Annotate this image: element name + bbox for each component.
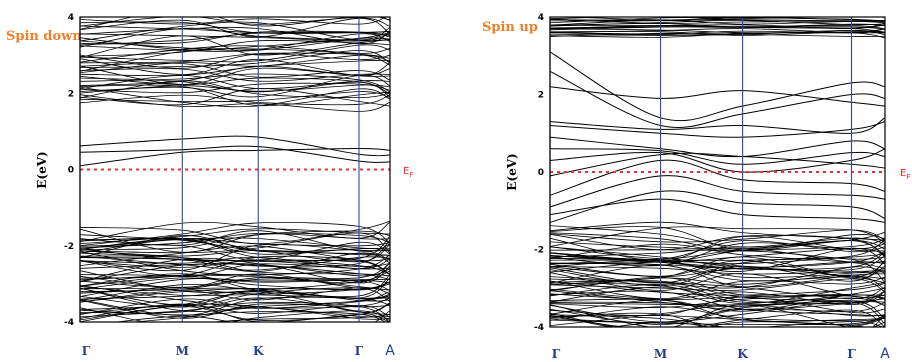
y-tick-label: 0 [68, 166, 74, 176]
band-line [550, 86, 885, 107]
spin-down-label: Spin down [6, 29, 82, 44]
kpoint-label-0: Γ [552, 347, 561, 361]
kpoint-label-4: A [880, 346, 890, 362]
y-tick-label: -2 [64, 242, 74, 252]
fermi-label-spin-down: EF [403, 166, 413, 179]
y-ticks-spin-down: -4 -2 0 2 4 [64, 13, 74, 328]
band-lines-spin-down [80, 17, 390, 322]
kpoint-label-1: M [654, 347, 667, 361]
band-line [550, 136, 885, 158]
kpoint-label-1: M [176, 344, 189, 358]
band-lines-spin-up [550, 17, 885, 327]
kpoint-label-3: Γ [355, 344, 364, 358]
y-tick-label: -4 [534, 323, 544, 333]
spin-up-panel: Spin up E(eV) -4 -2 0 2 4 Γ M K Γ A EF [482, 13, 910, 362]
fermi-label-spin-up: EF [900, 168, 910, 181]
spin-down-panel: Spin down E(eV) -4 -2 0 2 4 Γ M K Γ A EF [6, 13, 413, 359]
kpoint-label-2: K [737, 347, 748, 361]
y-tick-label: 4 [538, 13, 544, 23]
band-line [550, 121, 885, 138]
band-line [80, 94, 390, 106]
kpoint-label-3: Γ [847, 347, 856, 361]
y-tick-label: 2 [538, 91, 544, 101]
band-line [550, 314, 885, 327]
kpoint-label-0: Γ [82, 344, 91, 358]
y-tick-label: 4 [68, 13, 74, 23]
y-ticks-spin-up: -4 -2 0 2 4 [534, 13, 544, 333]
kpoint-label-2: K [253, 344, 264, 358]
plot-frame-spin-up [549, 16, 886, 328]
band-line [550, 148, 885, 165]
band-line [550, 287, 885, 312]
band-line [550, 175, 885, 208]
y-axis-label-spin-up: E(eV) [505, 153, 519, 190]
band-line [80, 35, 390, 58]
y-tick-label: -4 [64, 318, 74, 328]
y-tick-label: 2 [68, 89, 74, 99]
kpoint-label-4: A [385, 343, 395, 359]
band-line [550, 315, 884, 327]
band-line [550, 70, 885, 129]
plot-frame-spin-down [79, 16, 391, 323]
band-line [80, 44, 390, 63]
band-line [550, 148, 885, 173]
band-line [550, 51, 885, 122]
band-line [550, 198, 885, 223]
y-axis-label-spin-down: E(eV) [35, 151, 49, 188]
band-line [550, 226, 885, 247]
band-line [550, 312, 885, 327]
band-line [113, 310, 390, 322]
y-tick-label: 0 [538, 168, 544, 178]
y-tick-label: -2 [534, 246, 544, 256]
spin-up-label: Spin up [482, 20, 538, 35]
